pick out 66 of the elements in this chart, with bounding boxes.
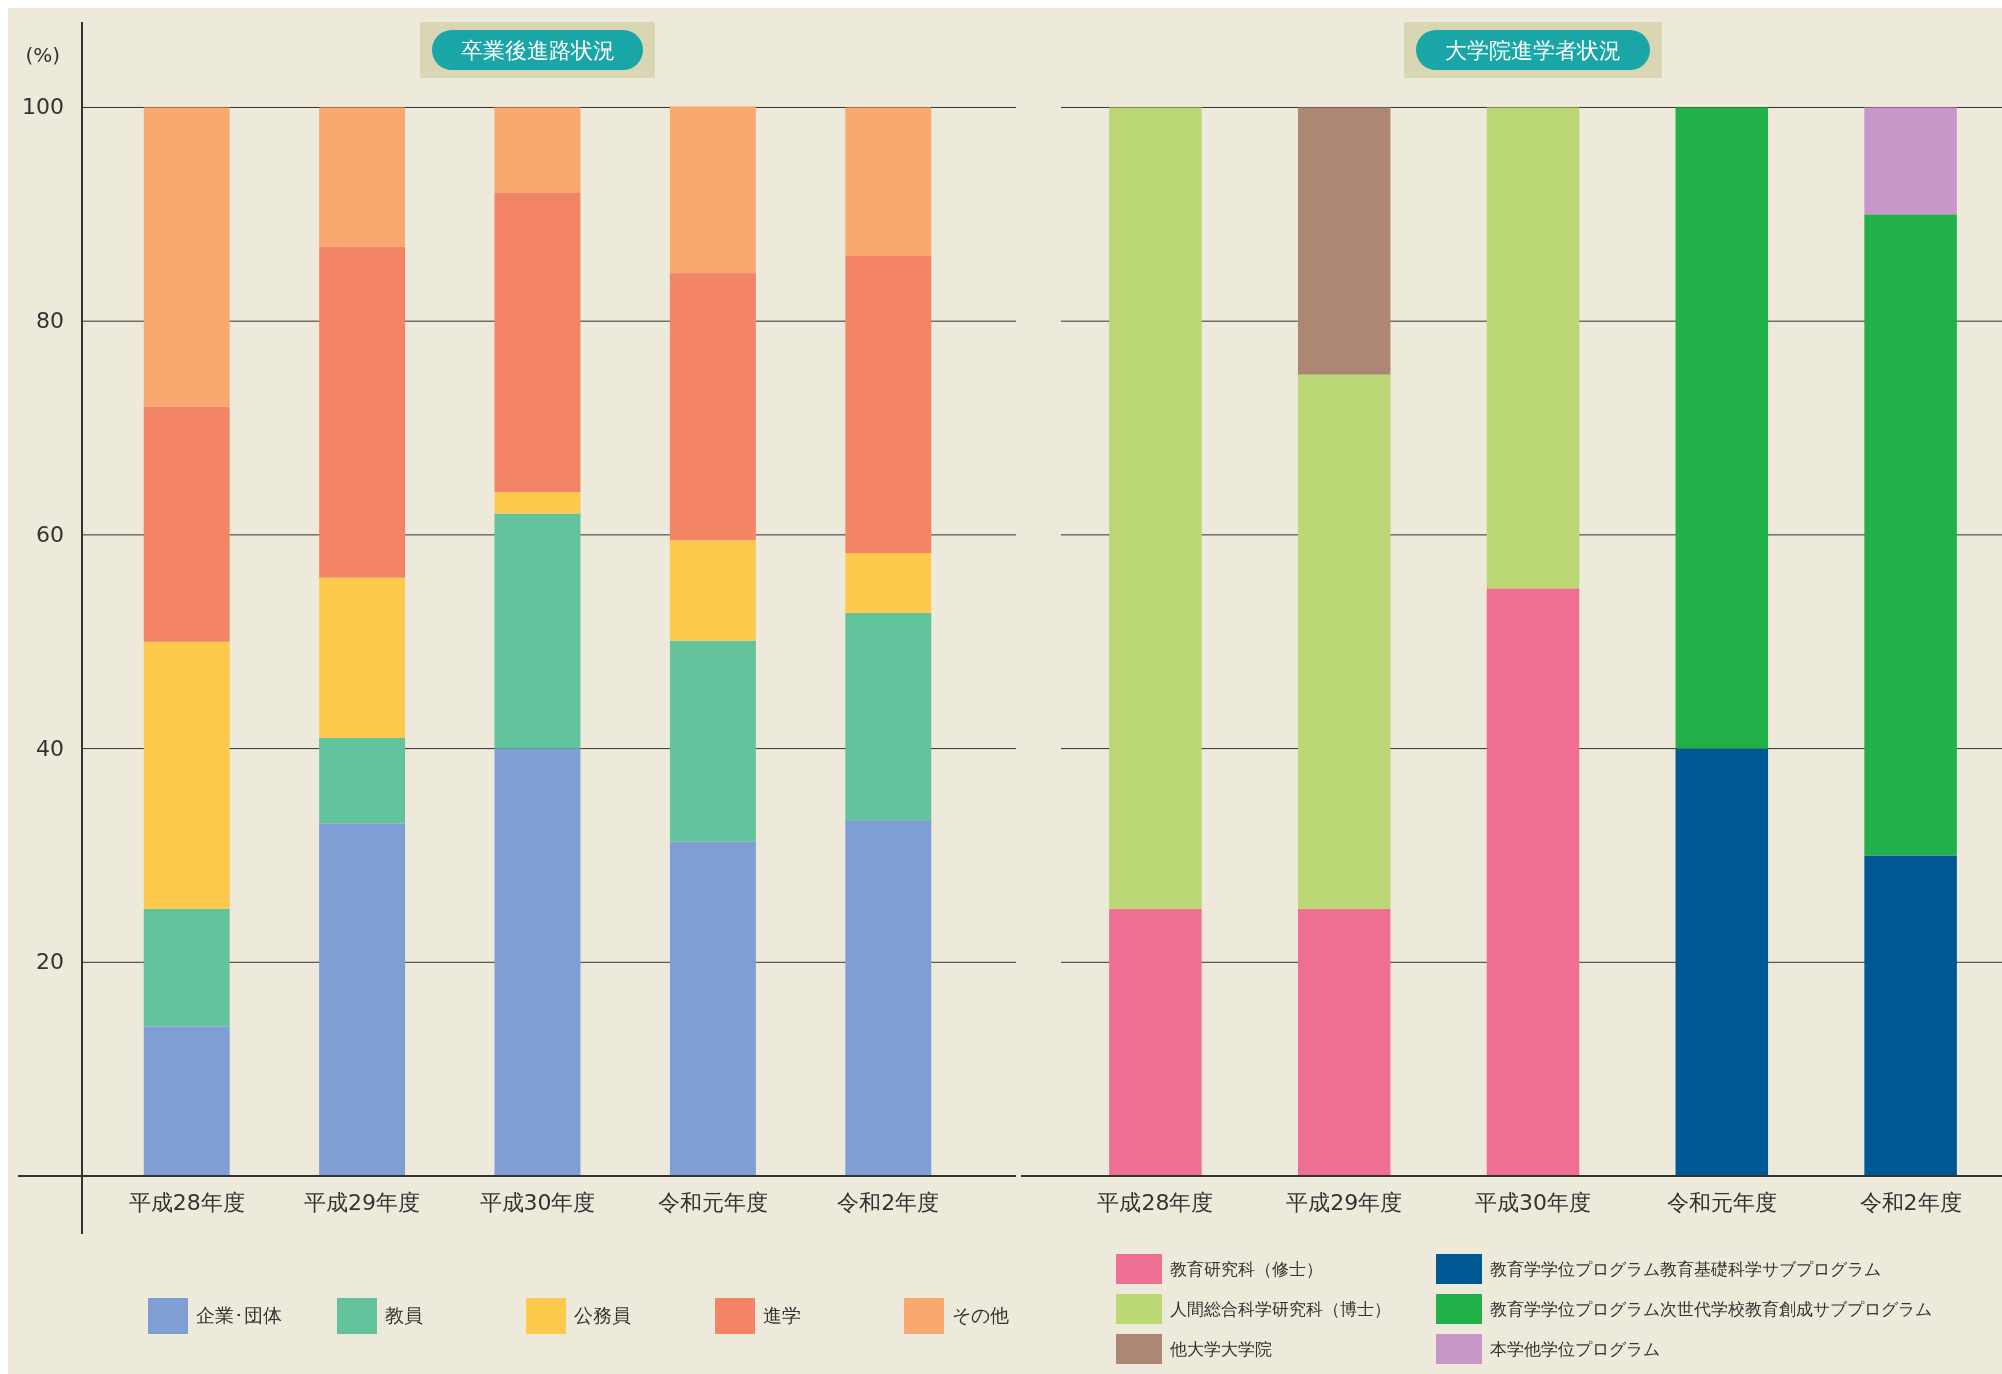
bar [143, 641, 230, 909]
bar [494, 107, 581, 193]
legend-label: 公務員 [574, 1304, 631, 1326]
x-tick-label: 平成28年度 [1097, 1190, 1214, 1215]
bar [845, 256, 932, 554]
legend-label: 人間総合科学研究科（博士） [1170, 1299, 1391, 1319]
legend-label: 企業･団体 [196, 1304, 282, 1326]
y-tick-label: 80 [36, 308, 64, 334]
bar [494, 192, 581, 493]
y-axis-title: (%) [25, 43, 60, 67]
x-tick-label: 平成29年度 [304, 1190, 421, 1215]
bar [1864, 214, 1957, 856]
y-tick-label: 40 [36, 735, 64, 761]
bar [669, 540, 756, 641]
bar [1109, 908, 1202, 1176]
x-tick-label: 平成28年度 [128, 1190, 245, 1215]
x-tick-label: 令和元年度 [1666, 1190, 1777, 1215]
legend-label: 本学他学位プログラム [1490, 1339, 1660, 1359]
bar [1297, 374, 1391, 909]
bar [845, 820, 932, 1176]
legend-label: 教育研究科（修士） [1170, 1259, 1323, 1279]
y-tick-label: 60 [36, 521, 64, 547]
text: 大学院進学者状況 [1445, 38, 1621, 63]
bar [845, 107, 932, 257]
x-tick-label: 平成30年度 [479, 1190, 596, 1215]
legend-label: 進学 [763, 1304, 801, 1326]
legend-label: 他大学大学院 [1170, 1339, 1272, 1359]
bar [1864, 107, 1957, 215]
bar [319, 823, 406, 1176]
x-tick-label: 令和2年度 [1859, 1190, 1962, 1215]
bar [845, 612, 932, 821]
bar [669, 273, 756, 541]
x-tick-label: 令和元年度 [657, 1190, 768, 1215]
legend-label: 教育学学位プログラム次世代学校教育創成サブプログラム [1490, 1299, 1932, 1319]
bar [1109, 107, 1202, 909]
bar [143, 1026, 230, 1176]
bar [143, 107, 230, 407]
legend-label: 教育学学位プログラム教育基礎科学サブプログラム [1490, 1259, 1881, 1279]
bar [669, 841, 756, 1176]
bar [845, 553, 932, 613]
y-tick-label: 100 [22, 94, 64, 120]
bar [1675, 107, 1769, 749]
bar [319, 246, 406, 578]
bar [494, 492, 581, 514]
bar [1486, 107, 1580, 589]
x-tick-label: 平成30年度 [1475, 1190, 1591, 1215]
y-tick-label: 20 [36, 949, 64, 975]
bar [143, 908, 230, 1027]
bar [669, 106, 756, 274]
text: 卒業後進路状況 [460, 38, 615, 63]
bar [669, 640, 756, 842]
x-tick-label: 令和2年度 [837, 1190, 940, 1215]
bar [494, 513, 581, 749]
legend-label: 教員 [385, 1304, 423, 1326]
bar [143, 406, 230, 642]
legend-label: その他 [952, 1304, 1009, 1326]
bar [1297, 908, 1391, 1176]
bar [319, 737, 406, 824]
bar [319, 107, 406, 247]
x-tick-label: 平成29年度 [1286, 1190, 1403, 1215]
bar [1297, 107, 1391, 375]
bar [1675, 748, 1769, 1176]
bar [1864, 855, 1957, 1176]
bar [319, 577, 406, 738]
bar [494, 748, 581, 1176]
bar [1486, 588, 1580, 1176]
